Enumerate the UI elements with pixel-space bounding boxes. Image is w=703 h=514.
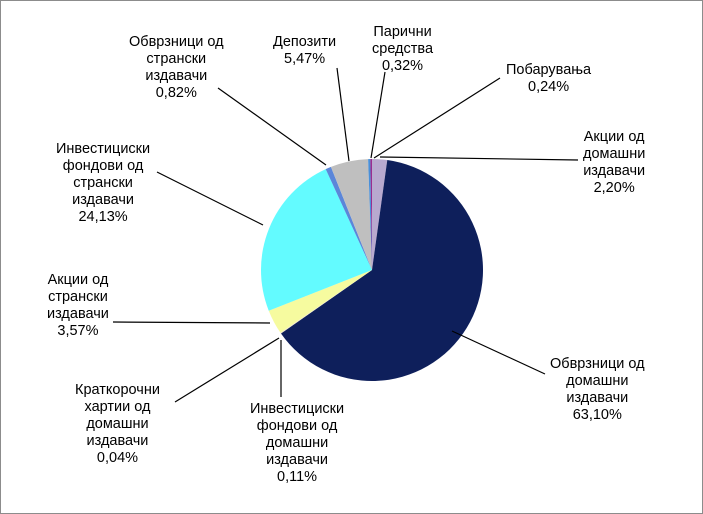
- slice-label-line: Краткорочни: [75, 382, 160, 398]
- slice-label-line: домашни: [265, 435, 329, 451]
- slice-label-line: Депозити: [273, 34, 337, 50]
- slice-label-line: издавачи: [266, 452, 329, 468]
- slice-label-line: Обврзници од: [550, 356, 645, 372]
- slice-value: 0,32%: [381, 58, 424, 74]
- slice-label-line: фондови од: [62, 158, 144, 174]
- slice-label-line: Парични: [373, 24, 432, 40]
- slice-label-line: странски: [48, 289, 108, 305]
- leader-line-10: [373, 77, 501, 159]
- slice-label-line: Инвестициски: [56, 141, 151, 157]
- pie-slice-10: [370, 158, 372, 270]
- slice-value: 0,04%: [96, 450, 139, 466]
- leader-line-1: [379, 156, 579, 161]
- slice-label-line: домашни: [86, 416, 149, 432]
- leader-line-6: [156, 171, 264, 226]
- slice-label-4: Краткорочни хартии од домашни издавачи 0,04%: [75, 382, 160, 467]
- slice-label-7: Обврзници од странски издавачи 0,82%: [129, 34, 224, 102]
- slice-label-line: странски: [146, 51, 207, 67]
- slice-label-line: странски: [73, 175, 133, 191]
- slice-label-1: Акции од домашни издавачи 2,20%: [583, 129, 645, 197]
- pie-slice-5: [268, 270, 372, 333]
- slice-label-10: Побарувања 0,24%: [506, 62, 591, 96]
- pie-slice-2: [280, 160, 484, 382]
- slice-value: 2,20%: [593, 180, 635, 196]
- pie-slice-4: [280, 270, 372, 333]
- pie-slice-7: [325, 166, 372, 270]
- slice-label-8: Депозити 5,47%: [273, 34, 336, 68]
- slice-label-2: Обврзници од домашни издавачи 63,10%: [550, 356, 645, 424]
- slice-label-line: Инвестициски: [250, 401, 345, 417]
- slice-value: 0,24%: [528, 79, 570, 95]
- slice-value: 24,13%: [78, 209, 128, 225]
- pie-slices: [260, 158, 484, 382]
- pie-slice-6: [260, 169, 372, 311]
- slice-label-line: издавачи: [583, 163, 646, 179]
- pie-slice-9: [368, 159, 372, 270]
- slice-label-line: издавачи: [47, 306, 109, 322]
- leader-lines: [112, 67, 579, 403]
- pie-slice-3: [280, 270, 372, 334]
- leader-line-4: [174, 337, 280, 403]
- slice-label-3: Инвестициски фондови од домашни издавачи 0,1…: [250, 401, 344, 486]
- slice-label-6: Инвестициски фондови од странски издавачи 24…: [56, 141, 150, 226]
- slice-label-line: Акции од: [583, 129, 645, 145]
- slice-label-line: домашни: [583, 146, 646, 162]
- pie-slice-1: [372, 159, 388, 270]
- slice-label-line: средства: [372, 41, 434, 57]
- leader-line-5: [112, 321, 271, 324]
- slice-label-line: издавачи: [72, 192, 135, 208]
- leader-line-8: [336, 67, 350, 162]
- slice-label-line: домашни: [566, 373, 629, 389]
- slice-label-line: издавачи: [86, 433, 149, 449]
- slice-label-line: хартии од: [84, 399, 151, 415]
- slice-label-line: Побарувања: [506, 62, 592, 78]
- leader-line-9: [370, 71, 386, 159]
- slice-label-5: Акции од странски издавачи 3,57%: [47, 272, 109, 340]
- pie-slice-8: [330, 159, 372, 270]
- slice-value: 0,11%: [277, 469, 318, 485]
- slice-value: 0,82%: [155, 85, 197, 101]
- slice-value: 63,10%: [572, 407, 622, 423]
- slice-label-line: издавачи: [145, 68, 208, 84]
- slice-label-line: Акции од: [47, 272, 109, 288]
- slice-value: 5,47%: [284, 51, 326, 67]
- slice-label-line: фондови од: [256, 418, 338, 434]
- slice-label-line: издавачи: [566, 390, 629, 406]
- leader-line-7: [217, 87, 327, 166]
- leader-line-2: [451, 330, 546, 375]
- slice-label-9: Парични средства 0,32%: [372, 24, 433, 75]
- slice-label-line: Обврзници од: [129, 34, 224, 50]
- slice-value: 3,57%: [57, 323, 99, 339]
